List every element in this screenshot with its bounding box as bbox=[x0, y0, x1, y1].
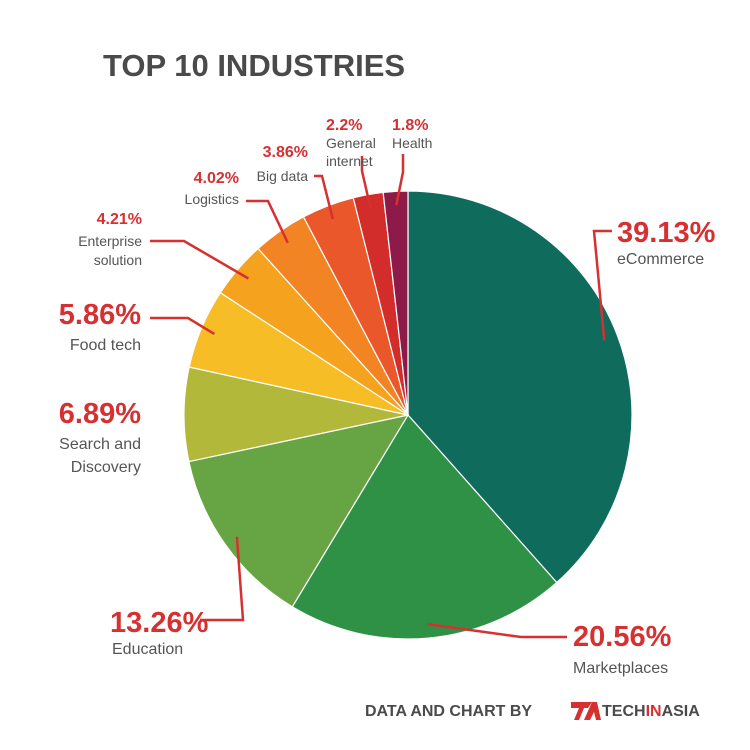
leader-line bbox=[246, 199, 289, 244]
slice-category-label: Search and bbox=[59, 436, 141, 453]
credit-line: DATA AND CHART BY TECHINASIA bbox=[365, 702, 700, 720]
slice-category-label: Education bbox=[112, 641, 183, 658]
slice-percent-label: 4.21% bbox=[97, 211, 142, 228]
pie-slice bbox=[291, 413, 558, 640]
slice-category-label: Marketplaces bbox=[573, 660, 668, 677]
leader-line bbox=[592, 229, 612, 341]
pie-slice bbox=[382, 190, 409, 416]
leader-line bbox=[360, 156, 372, 209]
slice-percent-label: 6.89% bbox=[59, 398, 141, 430]
slice-category-label: Big data bbox=[257, 168, 309, 184]
slice-percent-label: 39.13% bbox=[617, 217, 716, 249]
slice-category-label: Food tech bbox=[70, 337, 141, 354]
techinasia-logo-icon bbox=[571, 702, 601, 720]
pie-slices bbox=[183, 190, 633, 640]
slice-category-label: solution bbox=[94, 252, 142, 268]
slice-category-label: General bbox=[326, 135, 376, 151]
brand-name-in: IN bbox=[646, 703, 662, 720]
slice-category-label: internet bbox=[326, 153, 373, 169]
leader-line bbox=[150, 316, 215, 335]
slice-percent-label: 5.86% bbox=[59, 299, 141, 331]
credit-text: DATA AND CHART BY bbox=[365, 703, 532, 720]
brand-name-tech: TECH bbox=[602, 703, 646, 720]
slice-category-label: Health bbox=[392, 135, 432, 151]
slice-percent-label: 1.8% bbox=[392, 117, 428, 134]
brand-name-asia: ASIA bbox=[662, 703, 701, 720]
slice-category-label: Discovery bbox=[71, 459, 141, 476]
leader-line bbox=[150, 239, 250, 280]
slice-percent-label: 2.2% bbox=[326, 117, 362, 134]
slice-percent-label: 13.26% bbox=[110, 607, 209, 639]
leader-lines bbox=[150, 154, 612, 639]
slice-category-label: eCommerce bbox=[617, 251, 704, 268]
leader-line bbox=[427, 622, 567, 639]
slice-category-label: Logistics bbox=[185, 191, 239, 207]
slice-percent-label: 20.56% bbox=[573, 621, 672, 653]
brand-name: TECHINASIA bbox=[602, 703, 700, 720]
slice-labels: 39.13% eCommerce 20.56% Marketplaces 13.26% E… bbox=[59, 117, 716, 677]
chart-title: TOP 10 INDUSTRIES bbox=[103, 48, 405, 83]
pie-slice bbox=[407, 190, 633, 584]
leader-line bbox=[395, 154, 405, 206]
pie-slice bbox=[188, 414, 410, 608]
leader-line bbox=[314, 174, 335, 220]
leader-line bbox=[200, 536, 245, 622]
slice-percent-label: 3.86% bbox=[263, 144, 308, 161]
slice-percent-label: 4.02% bbox=[194, 170, 239, 187]
slice-category-label: Enterprise bbox=[78, 233, 142, 249]
